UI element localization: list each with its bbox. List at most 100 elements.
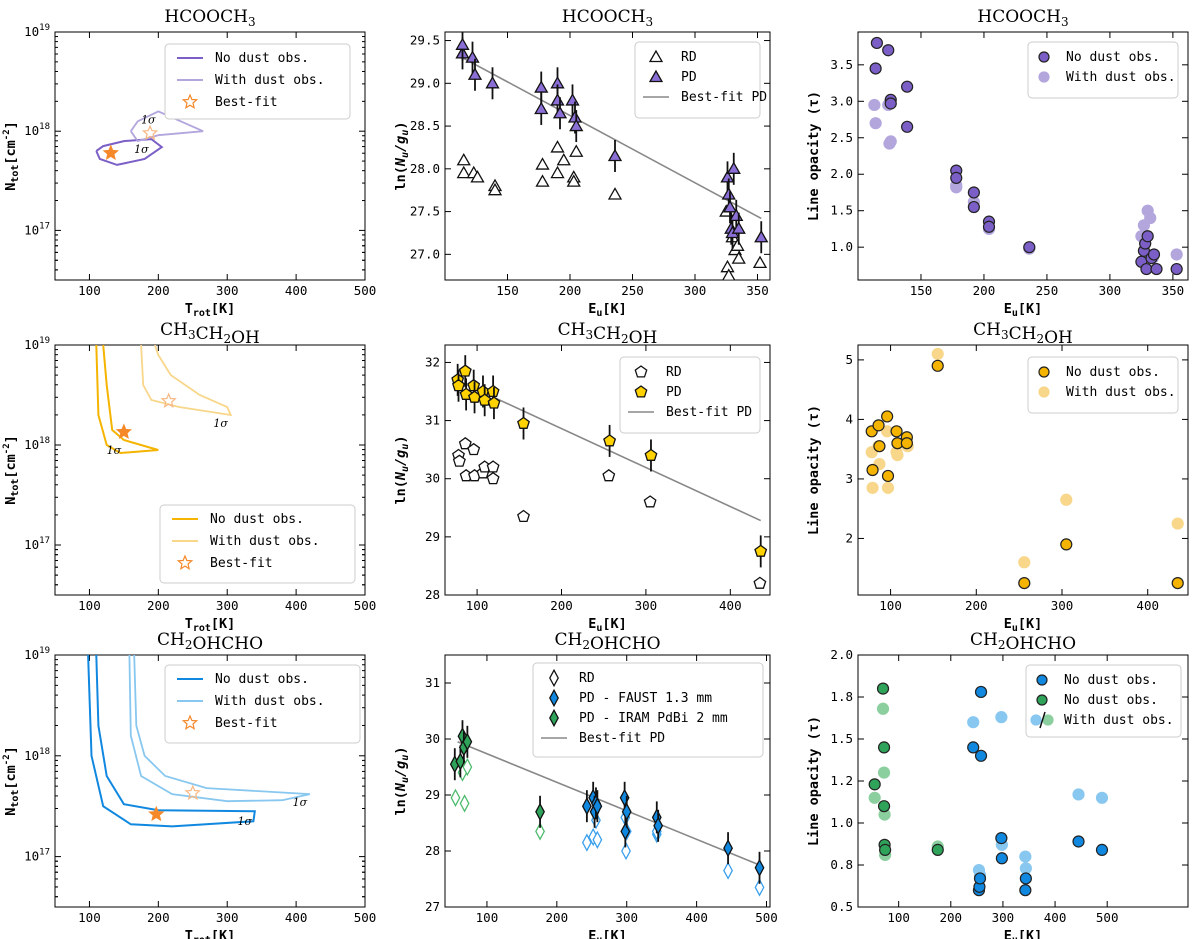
opacity-point — [1023, 241, 1036, 254]
x-tick-label: 300 — [216, 283, 239, 298]
opacity-point — [1144, 211, 1157, 225]
sigma-label: 1σ — [238, 815, 253, 828]
pd-point — [458, 364, 472, 377]
x-tick-label: 200 — [559, 283, 582, 298]
y-axis-label: ln(Nu/gu) — [393, 746, 411, 815]
opacity-point — [995, 832, 1008, 845]
legend-label: PD - IRAM PdBi 2 mm — [579, 711, 728, 726]
legend-marker — [648, 69, 664, 83]
x-tick-label: 500 — [1096, 910, 1119, 925]
panel-title: CH3CH2OH — [973, 320, 1073, 348]
y-tick-label: 4 — [845, 411, 853, 426]
legend-marker — [1036, 694, 1048, 706]
legend-marker — [648, 49, 664, 63]
legend: RD PD Best-fit PD — [634, 41, 767, 119]
x-tick-label: 200 — [147, 598, 170, 613]
x-tick-label: 150 — [496, 283, 519, 298]
y-tick-label: 1.0 — [830, 239, 853, 254]
panel-title: CH2OHCHO — [554, 630, 660, 654]
panel-title: CH3CH2OH — [160, 320, 260, 348]
legend-label: With dust obs. — [1064, 713, 1174, 728]
y-tick-label: 1019 — [24, 336, 50, 352]
bestfit-star-no-dust — [148, 805, 165, 822]
contour-with-dust — [128, 655, 311, 803]
pd-point — [723, 839, 734, 858]
y-tick-label: 27 — [425, 899, 440, 914]
y-tick-label: 2.5 — [830, 130, 853, 145]
y-tick-label: 5 — [845, 352, 853, 367]
bestfit-star-with-dust — [160, 392, 177, 408]
opacity-point — [973, 872, 987, 885]
x-axis-label: Trot[K] — [185, 928, 236, 939]
rd-point — [459, 794, 470, 813]
x-tick-label: 100 — [887, 910, 910, 925]
x-tick-label: 250 — [621, 283, 644, 298]
opacity-point — [900, 437, 913, 450]
plot-frame — [54, 654, 366, 908]
y-tick-label: 29 — [425, 529, 440, 544]
legend-label: PD — [681, 70, 697, 85]
rd-point — [550, 140, 565, 153]
legend-box — [159, 504, 356, 584]
panel-r3c3: CH2OHCHO 100 200 300 400 500 0.5 0.8 1.0 1.2 1.5 1.… — [806, 630, 1189, 939]
x-tick-label: 400 — [1044, 910, 1067, 925]
y-tick-label: 29 — [425, 787, 440, 802]
bestfit-star-no-dust — [102, 144, 120, 160]
rd-point — [486, 460, 500, 473]
opacity-point — [891, 449, 904, 462]
y-tick-label: 1.8 — [830, 689, 853, 704]
y-tick-label: 2.0 — [830, 647, 853, 662]
panel-r2c1: CH3CH2OH 100 200 300 400 500 1017 1018 1019 Trot[… — [2, 320, 376, 634]
opacity-point — [866, 481, 879, 494]
rd-point — [550, 165, 565, 179]
legend-label: No dust obs. — [1066, 50, 1160, 65]
plot-frame — [444, 654, 771, 908]
legend-box — [634, 41, 761, 119]
panel-r2c3: CH3CH2OH 100 200 300 400 2 3 4 5 Eu[K] Line opacit… — [806, 320, 1189, 634]
opacity-point — [877, 766, 891, 779]
y-tick-label: 1017 — [24, 221, 50, 237]
opacity-point — [868, 98, 881, 112]
legend-marker — [634, 385, 648, 398]
legend-label: No dust obs. — [1064, 673, 1158, 688]
rd-point — [731, 251, 746, 264]
pd-point — [754, 858, 765, 877]
rd-point — [566, 174, 581, 187]
pd-point — [653, 816, 664, 835]
x-tick-label: 200 — [965, 598, 988, 613]
x-tick-label: 300 — [635, 598, 658, 613]
y-tick-label: 29.5 — [410, 33, 440, 48]
legend-marker — [1042, 714, 1054, 726]
opacity-point — [931, 347, 944, 361]
x-tick-label: 350 — [746, 283, 769, 298]
rd-point — [643, 495, 657, 508]
rd-point — [535, 157, 550, 170]
y-tick-label: 1017 — [24, 848, 50, 864]
legend: No dust obs. With dust obs. — [1027, 41, 1179, 99]
x-tick-label: 300 — [615, 910, 638, 925]
panel-title: CH2OHCHO — [970, 630, 1076, 654]
pd-point — [644, 448, 658, 461]
legend-label: With dust obs. — [1066, 70, 1176, 85]
legend: No dust obs. With dust obs. Best-fit — [164, 664, 361, 744]
pd-point — [731, 221, 746, 234]
pd-point — [452, 378, 465, 392]
bestfit-line — [462, 56, 762, 220]
legend-star — [181, 93, 199, 109]
legend: No dust obs. With dust obs. Best-fit — [164, 43, 351, 120]
legend-star — [176, 554, 194, 570]
plot-area — [455, 32, 769, 280]
opacity-point — [967, 741, 980, 754]
plot-area — [451, 355, 768, 589]
plot-area — [449, 720, 765, 897]
x-tick-label: 200 — [550, 598, 573, 613]
opacity-point — [901, 120, 914, 133]
y-axis-label: Ntot[cm-2] — [2, 435, 21, 505]
legend-label: No dust obs. — [215, 672, 309, 687]
y-tick-label: 27.5 — [410, 204, 440, 219]
plot-frame — [54, 31, 366, 281]
legend-marker — [1038, 386, 1050, 398]
plot-area — [868, 36, 1183, 276]
y-tick-label: 1.0 — [830, 815, 853, 830]
